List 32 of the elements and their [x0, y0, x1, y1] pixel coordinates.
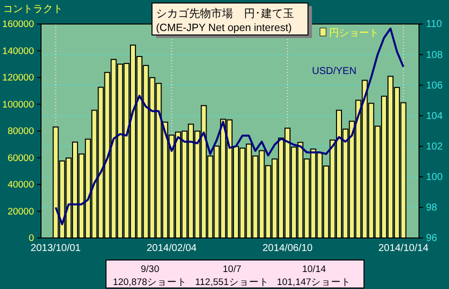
y2-tick-label: 108 [426, 50, 444, 61]
text: 9/30 [140, 264, 160, 275]
y2-tick-label: 100 [426, 172, 444, 184]
y-tick-label: 140000 [2, 46, 34, 57]
y2-tick-label: 102 [426, 141, 444, 152]
y-tick-label: 40000 [8, 180, 34, 191]
text: 112,551ショート [195, 277, 269, 288]
chart-subtitle: (CME-JPY Net open interest) [156, 22, 292, 34]
y2-tick-label: 98 [426, 202, 438, 214]
x-tick-label: 2014/10/14 [378, 243, 429, 254]
y-tick-label: 20000 [8, 206, 34, 218]
text: 10/7 [222, 264, 242, 275]
y-tick-label: 0 [28, 233, 34, 244]
y-tick-label: 160000 [2, 19, 34, 30]
y2-tick-label: 104 [426, 110, 444, 122]
y2-tick-label: 110 [426, 19, 442, 30]
text: 10/14 [302, 264, 326, 275]
text: 101,147ショート [276, 277, 352, 288]
x-tick-label: 2013/10/01 [30, 243, 82, 254]
text: 120,878ショート [112, 277, 188, 288]
x-tick-label: 2014/02/04 [146, 243, 198, 254]
y-axis-title: コントラクト [3, 4, 63, 15]
y-tick-label: 80000 [8, 126, 34, 138]
y-tick-label: 120000 [2, 72, 34, 84]
y2-tick-label: 96 [426, 233, 438, 244]
legend-label: 円ショート [329, 28, 379, 39]
chart-title: シカゴ先物市場 円･建て玉 [156, 7, 294, 20]
y-tick-label: 60000 [8, 152, 34, 164]
series-label: USD/YEN [312, 66, 356, 77]
y2-tick-label: 106 [426, 80, 444, 92]
y-tick-label: 100000 [2, 99, 34, 110]
x-tick-label: 2014/06/10 [262, 243, 313, 254]
